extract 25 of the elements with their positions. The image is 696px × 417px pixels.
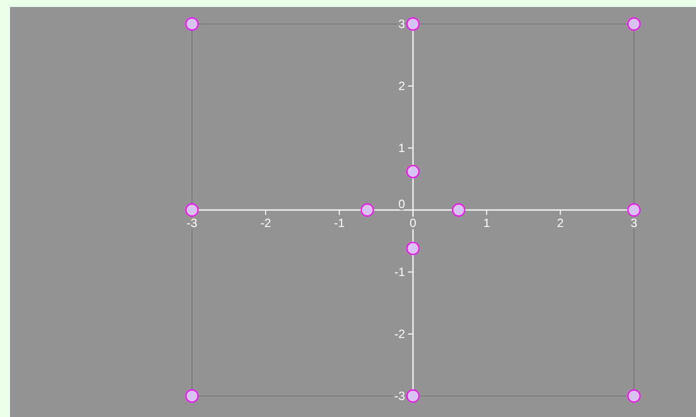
point bbox=[406, 164, 420, 178]
y-tick-label: -1 bbox=[394, 265, 406, 279]
y-tick-label: -3 bbox=[394, 389, 406, 403]
x-tick-label: -3 bbox=[186, 216, 198, 230]
y-tick-label: 0 bbox=[398, 197, 406, 211]
x-tick-label: 1 bbox=[483, 216, 490, 230]
y-tick-label: -2 bbox=[394, 327, 406, 341]
point bbox=[627, 203, 641, 217]
x-tick-label: 3 bbox=[630, 216, 638, 230]
point bbox=[406, 389, 420, 403]
point bbox=[185, 17, 199, 31]
point bbox=[185, 389, 199, 403]
point bbox=[360, 203, 374, 217]
point bbox=[406, 17, 420, 31]
x-tick-label: -1 bbox=[334, 216, 345, 230]
point bbox=[185, 203, 199, 217]
point bbox=[406, 242, 420, 256]
point bbox=[627, 389, 641, 403]
y-tick-label: 2 bbox=[398, 79, 406, 93]
x-tick-label: 2 bbox=[556, 216, 564, 230]
point bbox=[452, 203, 466, 217]
x-tick-label: -2 bbox=[260, 216, 272, 230]
y-tick-label: 1 bbox=[398, 141, 406, 155]
y-tick-label: 3 bbox=[398, 17, 406, 31]
point bbox=[627, 17, 641, 31]
